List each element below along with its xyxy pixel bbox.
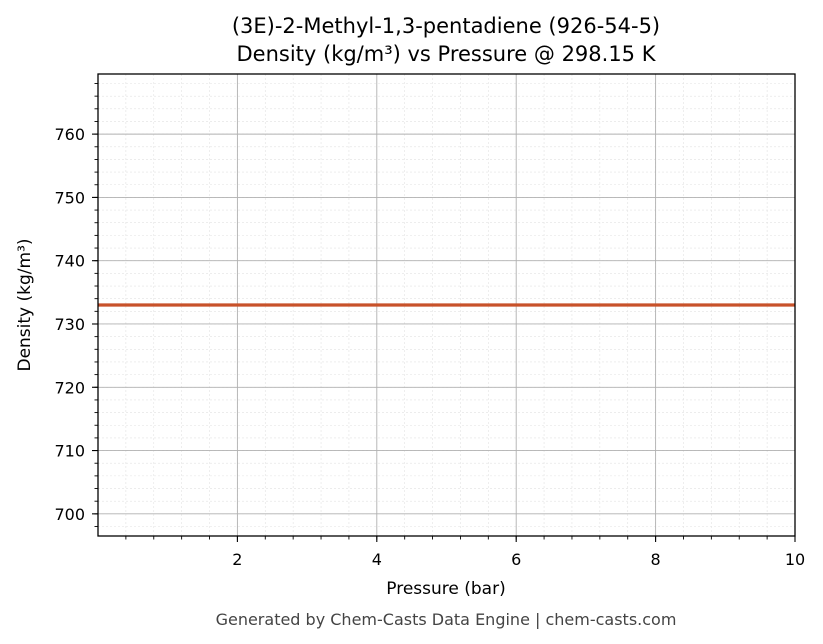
y-tick-label: 750 xyxy=(54,188,85,207)
plot-frame xyxy=(97,73,796,537)
x-tick-label: 8 xyxy=(651,550,661,569)
y-tick-label: 700 xyxy=(54,505,85,524)
x-tick-label: 6 xyxy=(511,550,521,569)
x-tick-label: 10 xyxy=(785,550,805,569)
chart-title: (3E)-2-Methyl-1,3-pentadiene (926-54-5) xyxy=(232,14,660,38)
y-tick-label: 760 xyxy=(54,125,85,144)
x-tick-label: 4 xyxy=(372,550,382,569)
y-tick-label: 730 xyxy=(54,315,85,334)
x-axis-label: Pressure (bar) xyxy=(386,579,505,599)
chart-subtitle: Density (kg/m³) vs Pressure @ 298.15 K xyxy=(236,42,656,66)
y-tick-label: 710 xyxy=(54,442,85,461)
footer-credit: Generated by Chem-Casts Data Engine | ch… xyxy=(216,610,677,629)
axis-ticks: 2 4 6 8 10 700 710 720 730 740 750 760 xyxy=(54,83,805,569)
y-tick-label: 720 xyxy=(54,378,85,397)
y-axis-label: Density (kg/m³) xyxy=(15,238,35,371)
y-tick-label: 740 xyxy=(54,252,85,271)
x-tick-label: 2 xyxy=(232,550,242,569)
